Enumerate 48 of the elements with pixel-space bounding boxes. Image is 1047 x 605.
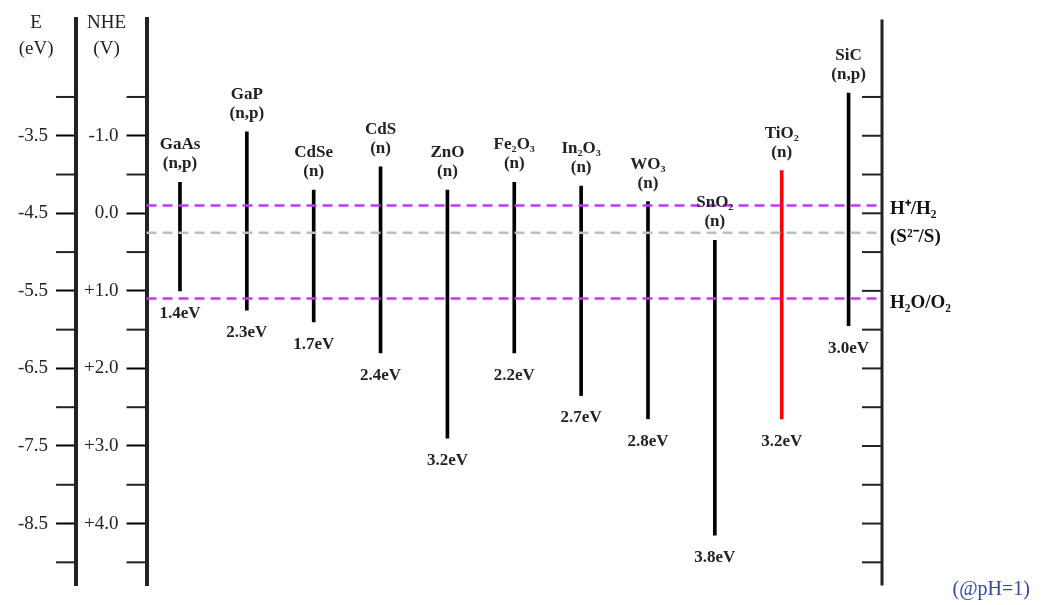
x-tick-label: CdSe (n) [294, 141, 334, 180]
x-tick-label: WO₃ (n) [630, 153, 666, 192]
bar [713, 240, 717, 536]
data-label: 3.2eV [761, 430, 803, 450]
data-label: 2.8eV [627, 430, 670, 450]
y-tick-label: -4.5 [18, 201, 49, 223]
bar [245, 131, 249, 311]
y-tick-label: -3.5 [18, 123, 49, 145]
y-tick-label: -8.5 [18, 511, 49, 533]
data-label: 2.2eV [493, 364, 536, 384]
x-tick-label: CdS (n) [364, 118, 397, 157]
y-axis-title: E (eV) [18, 11, 54, 60]
ref-line-label: H₂O/O₂ [890, 290, 952, 312]
y-tick-label: -5.5 [18, 278, 49, 300]
bar [579, 185, 583, 396]
data-label: 3.8eV [694, 547, 737, 567]
x-tick-label: ZnO (n) [430, 141, 465, 180]
y2-axis-title: NHE (V) [87, 11, 127, 60]
x-tick-label: GaAs (n,p) [159, 134, 201, 173]
data-label: 2.4eV [360, 364, 402, 384]
y2-tick-label: +3.0 [84, 433, 119, 455]
y2-tick-label: -1.0 [88, 123, 119, 145]
data-label: 2.3eV [226, 322, 269, 342]
bar [512, 181, 517, 354]
bar [311, 189, 316, 323]
data-label: 1.4eV [159, 302, 202, 322]
y-tick-label: -6.5 [18, 356, 49, 378]
y2-tick-label: +1.0 [84, 278, 119, 300]
data-label: 2.7eV [560, 407, 603, 427]
x-tick-label: TiO₂ (n) [764, 122, 799, 161]
bar [779, 170, 784, 420]
data-label: 3.0eV [828, 337, 870, 357]
y2-tick-label: +2.0 [84, 356, 119, 378]
y2-tick-label: +4.0 [84, 511, 119, 533]
x-tick-label: SnO₂ (n) [696, 192, 734, 231]
ref-line-label: H⁺/H₂ [890, 197, 937, 219]
ref-line-label: (S²⁻/S) [890, 224, 941, 247]
bar [178, 181, 182, 292]
x-tick-label: Fe₂O₃ (n) [493, 134, 535, 173]
data-label: 1.7eV [293, 333, 335, 353]
x-tick-label: SiC (n,p) [831, 44, 866, 83]
y2-tick-label: 0.0 [94, 201, 119, 223]
x-tick-label: In₂O₃ (n) [561, 138, 601, 177]
data-label: 3.2eV [426, 450, 469, 470]
y-tick-label: -7.5 [18, 433, 49, 455]
bar [646, 201, 650, 420]
x-tick-label: GaP (n,p) [229, 83, 265, 122]
text: (@pH=1) [952, 577, 1030, 601]
